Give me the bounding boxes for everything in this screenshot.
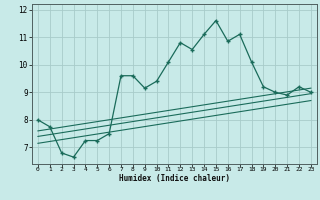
X-axis label: Humidex (Indice chaleur): Humidex (Indice chaleur) [119,174,230,183]
